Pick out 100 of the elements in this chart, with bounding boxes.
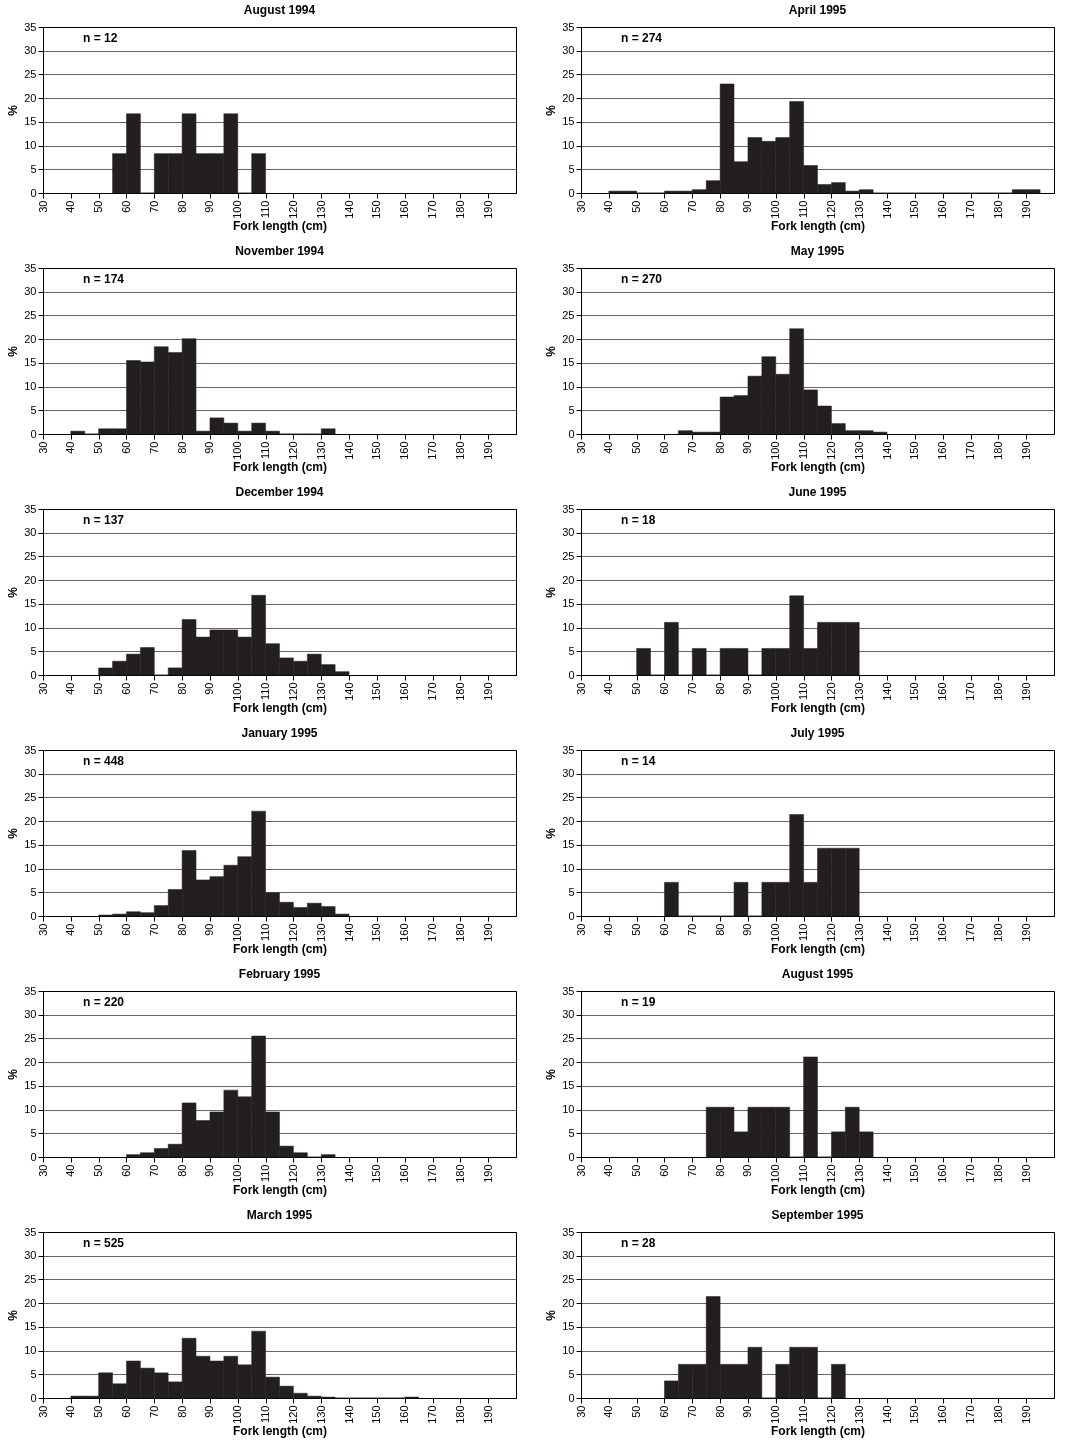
x-tick-label: 50: [630, 200, 643, 213]
y-tick-label: 5: [568, 162, 575, 175]
x-tick-label: 100: [231, 1164, 244, 1183]
x-tick-label: 40: [602, 441, 615, 454]
y-tick-label: 5: [30, 162, 37, 175]
x-tick-label: 140: [880, 923, 893, 942]
x-tick-label: 130: [852, 441, 865, 460]
x-tick-label: 110: [797, 923, 810, 942]
y-tick-label: 15: [562, 115, 575, 128]
x-tick-label: 90: [203, 923, 216, 936]
x-tick-label: 140: [880, 1164, 893, 1183]
x-tick-label: 70: [147, 200, 160, 213]
x-tick-label: 80: [713, 682, 726, 695]
x-tick-label: 130: [314, 682, 327, 701]
x-tick-label: 170: [964, 1164, 977, 1183]
y-tick-label: 20: [24, 332, 37, 345]
x-tick-label: 40: [64, 1405, 77, 1418]
x-tick-label: 110: [259, 923, 272, 942]
x-tick-label: 90: [741, 1164, 754, 1177]
x-tick-label: 70: [147, 1405, 160, 1418]
x-tick-label: 100: [769, 682, 782, 701]
x-tick-label: 50: [92, 1164, 105, 1177]
x-tick-label: 160: [936, 200, 949, 219]
x-tick-label: 180: [453, 923, 466, 942]
y-axis-title: %: [6, 345, 21, 357]
x-tick-label: 150: [370, 1164, 383, 1183]
x-tick-label: 140: [880, 682, 893, 701]
x-tick-label: 140: [342, 682, 355, 701]
y-tick-label: 25: [24, 1272, 37, 1285]
x-tick-label: 40: [602, 200, 615, 213]
x-tick-label: 100: [231, 923, 244, 942]
y-tick-label: 0: [568, 186, 575, 199]
y-tick-label: 0: [30, 1391, 37, 1404]
x-tick-label: 140: [342, 923, 355, 942]
x-tick-label: 90: [741, 923, 754, 936]
x-tick-label: 120: [824, 923, 837, 942]
y-tick-label: 35: [562, 984, 575, 997]
y-tick-label: 20: [24, 814, 37, 827]
y-tick-label: 25: [562, 67, 575, 80]
y-tick-label: 15: [24, 838, 37, 851]
y-tick-label: 15: [24, 356, 37, 369]
x-tick-label: 70: [685, 1164, 698, 1177]
y-axis-title: %: [544, 1068, 559, 1080]
x-tick-label: 150: [908, 1164, 921, 1183]
x-tick-label: 170: [964, 441, 977, 460]
x-tick-label: 160: [936, 1405, 949, 1424]
x-tick-label: 110: [259, 682, 272, 701]
x-tick-label: 60: [657, 200, 670, 213]
x-tick-label: 40: [602, 1405, 615, 1418]
x-tick-label: 110: [797, 441, 810, 460]
x-tick-label: 190: [1019, 682, 1032, 701]
y-tick-label: 35: [562, 261, 575, 274]
x-tick-label: 90: [741, 682, 754, 695]
y-tick-label: 0: [30, 668, 37, 681]
x-tick-label: 90: [203, 441, 216, 454]
x-tick-label: 160: [398, 1405, 411, 1424]
y-tick-label: 0: [568, 1391, 575, 1404]
y-tick-label: 15: [562, 838, 575, 851]
x-tick-label: 40: [64, 923, 77, 936]
x-tick-label: 110: [797, 200, 810, 219]
x-tick-label: 80: [713, 441, 726, 454]
x-tick-label: 100: [769, 923, 782, 942]
x-tick-label: 170: [426, 441, 439, 460]
x-tick-label: 110: [797, 1405, 810, 1424]
x-tick-label: 180: [453, 1405, 466, 1424]
chart-title: November 1994: [235, 244, 325, 258]
x-tick-label: 60: [657, 1405, 670, 1418]
x-tick-label: 120: [286, 682, 299, 701]
x-tick-label: 120: [286, 200, 299, 219]
y-tick-label: 35: [562, 1225, 575, 1238]
x-tick-label: 60: [119, 441, 132, 454]
x-tick-label: 140: [342, 1405, 355, 1424]
y-tick-label: 0: [568, 427, 575, 440]
y-tick-label: 5: [30, 1367, 37, 1380]
y-tick-label: 5: [30, 1126, 37, 1139]
y-tick-label: 35: [562, 743, 575, 756]
x-tick-label: 40: [64, 200, 77, 213]
x-tick-label: 40: [602, 923, 615, 936]
x-tick-label: 90: [741, 1405, 754, 1418]
x-tick-label: 120: [824, 1405, 837, 1424]
y-axis-title: %: [6, 1309, 21, 1321]
x-tick-label: 190: [1019, 923, 1032, 942]
x-tick-label: 40: [64, 441, 77, 454]
y-tick-label: 0: [30, 909, 37, 922]
x-tick-label: 110: [259, 1164, 272, 1183]
x-tick-label: 180: [991, 1405, 1004, 1424]
y-tick-label: 20: [24, 1055, 37, 1068]
x-tick-label: 170: [426, 1164, 439, 1183]
x-tick-label: 80: [175, 1164, 188, 1177]
x-tick-label: 120: [286, 1164, 299, 1183]
y-tick-label: 25: [24, 308, 37, 321]
x-tick-label: 110: [797, 1164, 810, 1183]
x-tick-label: 80: [175, 441, 188, 454]
x-tick-label: 80: [713, 1164, 726, 1177]
y-tick-label: 10: [562, 380, 575, 393]
x-tick-label: 180: [991, 441, 1004, 460]
y-tick-label: 30: [562, 44, 575, 57]
x-tick-label: 150: [370, 1405, 383, 1424]
x-tick-label: 190: [481, 682, 494, 701]
x-tick-label: 50: [92, 923, 105, 936]
